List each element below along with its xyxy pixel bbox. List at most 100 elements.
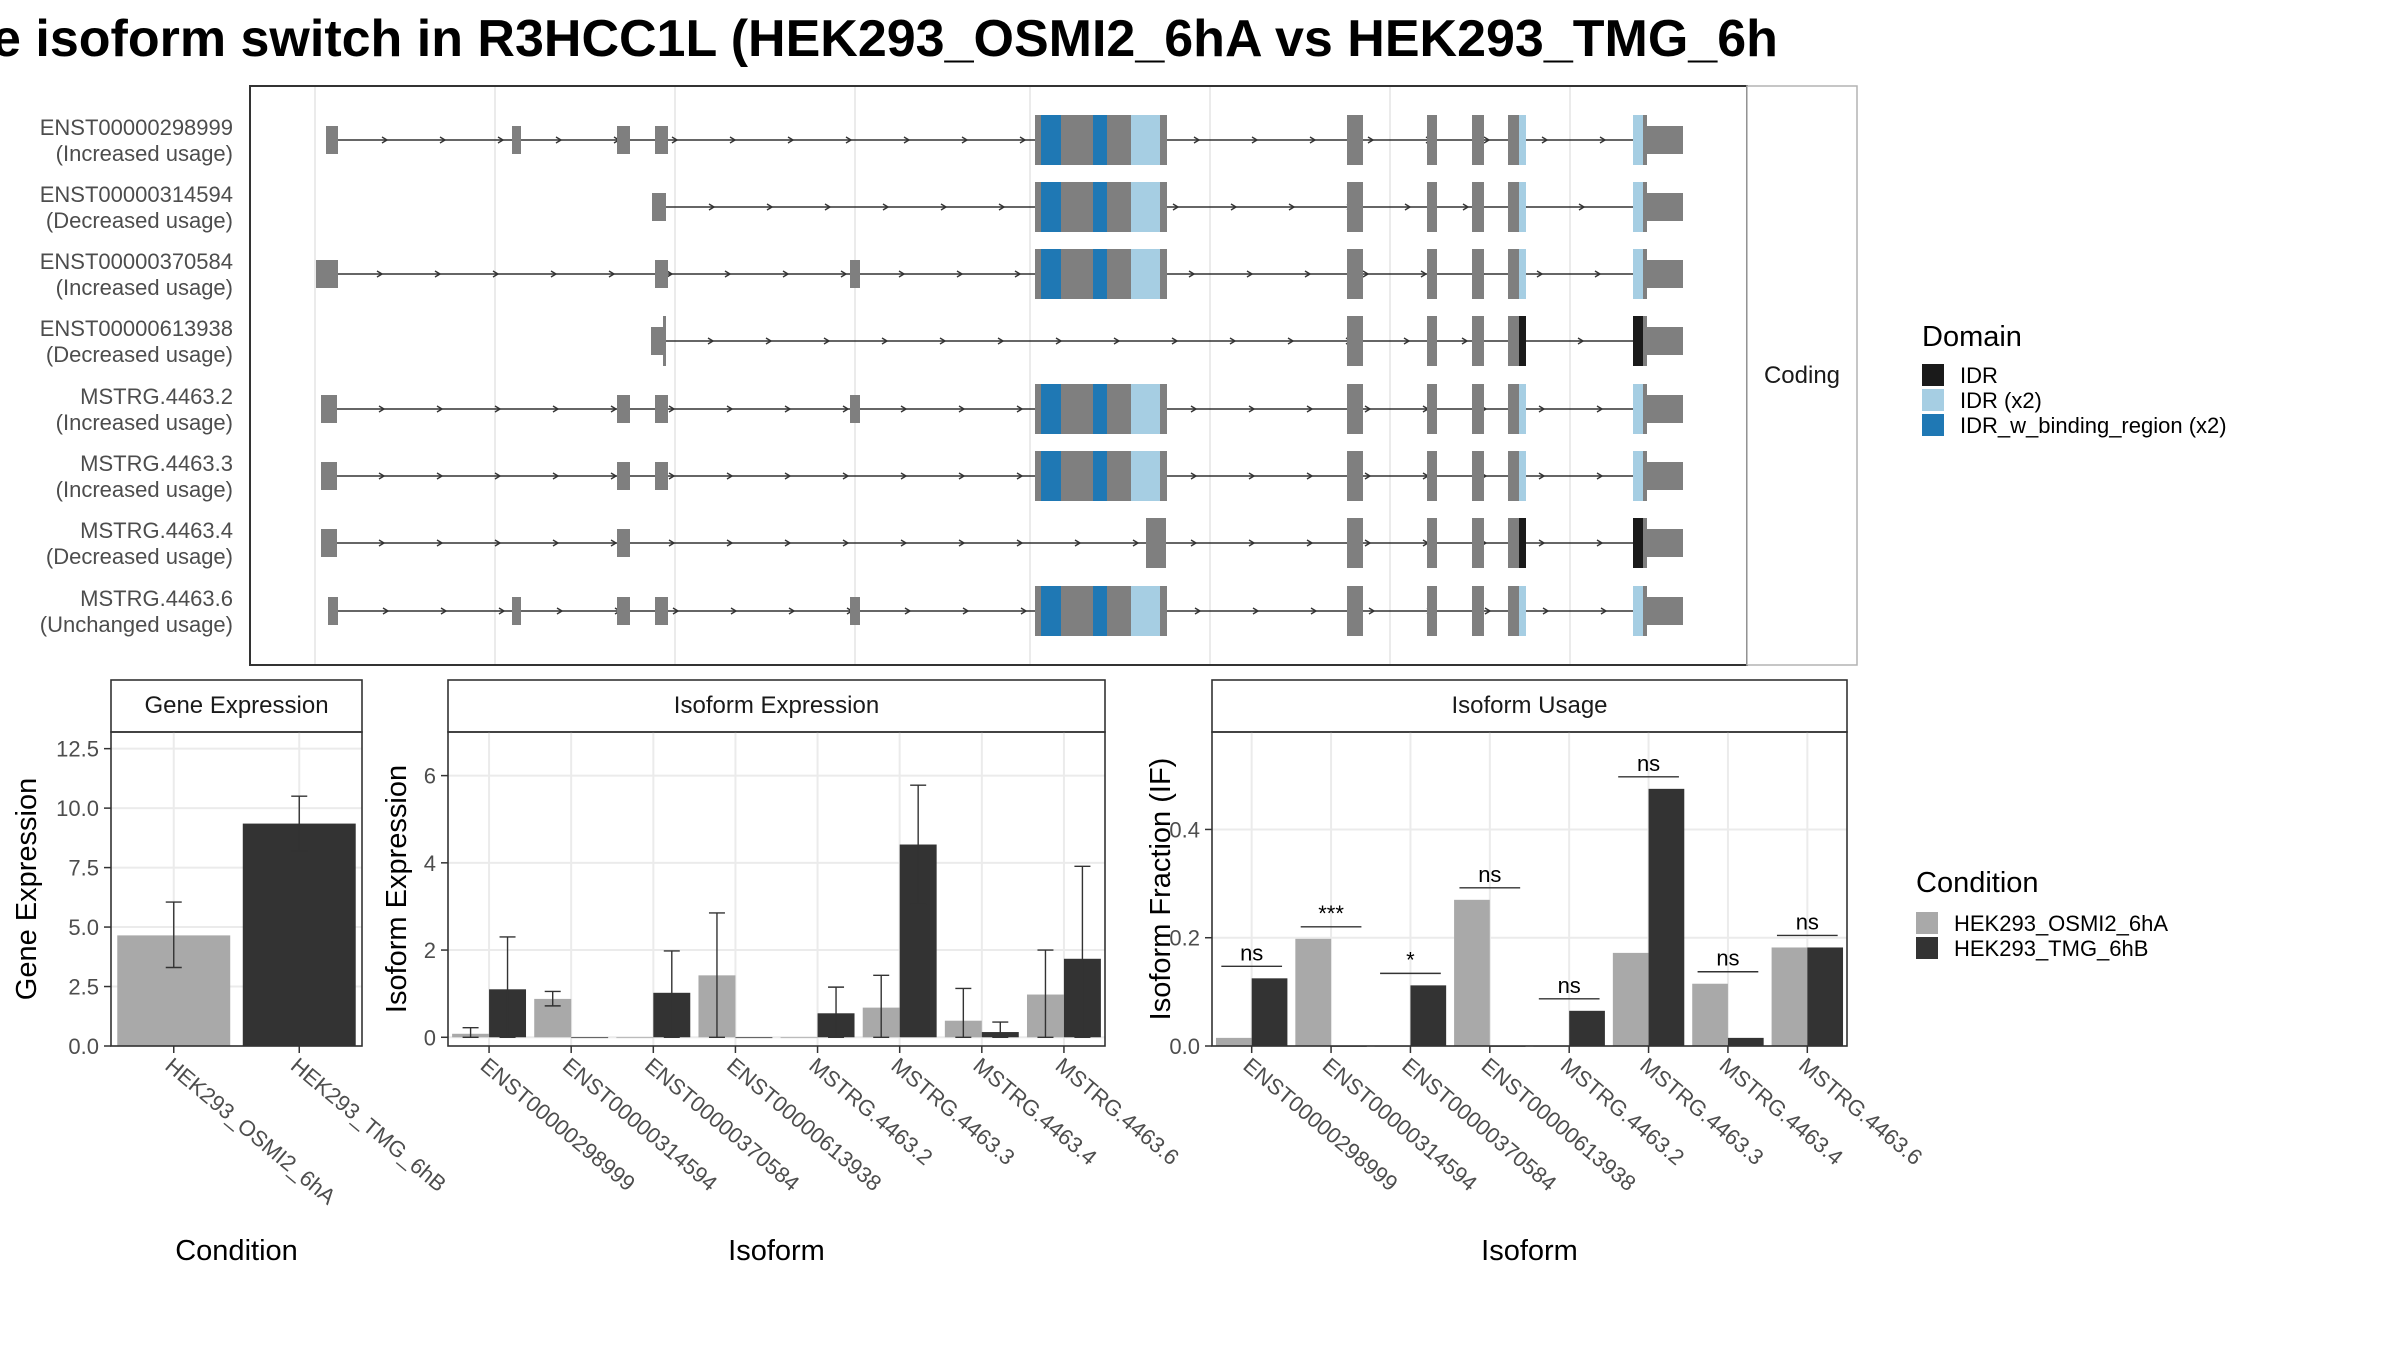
structure-background — [250, 86, 1747, 665]
exon — [1472, 115, 1484, 165]
bar — [780, 1037, 818, 1039]
intron-arrow — [1020, 607, 1028, 615]
exon — [1427, 249, 1437, 299]
intron-arrow — [962, 607, 970, 615]
intron-arrow — [998, 203, 1006, 211]
utr-exon — [326, 126, 338, 154]
significance-label: ns — [1796, 909, 1819, 934]
exon — [1643, 586, 1647, 636]
intron-arrow — [726, 472, 734, 480]
intron-arrow — [1538, 539, 1546, 547]
exon — [1160, 586, 1167, 636]
y-tick-label: 0 — [424, 1025, 436, 1050]
utr-exon — [321, 462, 337, 490]
exon — [1107, 586, 1131, 636]
y-tick-label: 0.2 — [1169, 926, 1200, 951]
strip-box — [1211, 679, 1848, 733]
intron-arrow — [939, 337, 947, 345]
intron-arrow — [724, 270, 732, 278]
intron-arrow — [1367, 136, 1375, 144]
domain-segment — [1093, 586, 1107, 636]
domain-segment — [1093, 451, 1107, 501]
domain-segment — [1131, 115, 1160, 165]
bar — [1692, 983, 1728, 1046]
condition-legend-label: HEK293_TMG_6hB — [1954, 936, 2148, 961]
intron-arrow — [730, 607, 738, 615]
x-axis-title: Isoform — [728, 1235, 825, 1267]
intron-arrow — [1596, 405, 1604, 413]
intron-arrow — [1288, 203, 1296, 211]
intron-arrow — [1190, 405, 1198, 413]
intron-arrow — [840, 270, 848, 278]
intron-arrow — [823, 337, 831, 345]
domain-legend-swatch — [1922, 364, 1944, 386]
exon — [1508, 316, 1513, 366]
exon — [1643, 115, 1647, 165]
intron-arrow — [842, 472, 850, 480]
intron-arrow — [1019, 136, 1027, 144]
bar — [1410, 985, 1447, 1046]
bar — [735, 1037, 773, 1039]
x-tick-label: ENST00000298999 — [1238, 1053, 1402, 1196]
utr-exon — [316, 260, 338, 288]
intron-arrow — [1172, 203, 1180, 211]
exon — [1508, 586, 1513, 636]
intron-arrow — [552, 472, 560, 480]
intron-arrow — [555, 136, 563, 144]
exon — [1035, 182, 1041, 232]
coding-strip — [1746, 85, 1858, 666]
strip-label: Isoform Usage — [1451, 692, 1607, 719]
domain-segment — [1093, 249, 1107, 299]
transcript-usage: (Increased usage) — [56, 410, 233, 435]
transcript-usage: (Increased usage) — [56, 477, 233, 502]
panel-border — [1211, 731, 1848, 1047]
exon — [1347, 586, 1363, 636]
domain-segment — [1131, 451, 1160, 501]
exon — [1508, 384, 1513, 434]
intron-arrow — [1577, 337, 1585, 345]
bar — [571, 1037, 609, 1039]
exon — [1508, 182, 1513, 232]
intron-arrow — [1364, 539, 1372, 547]
exon — [1347, 451, 1363, 501]
domain-segment — [1093, 182, 1107, 232]
intron-arrow — [1483, 136, 1491, 144]
transcript-id: ENST00000298999 — [40, 115, 233, 140]
transcript-row: MSTRG.4463.3(Increased usage) — [56, 451, 1683, 502]
intron-arrow — [961, 136, 969, 144]
y-axis-title: Gene Expression — [11, 778, 43, 1000]
utr-exon — [651, 327, 665, 355]
domain-segment — [1633, 518, 1643, 568]
intron-arrow — [782, 270, 790, 278]
bar — [1295, 938, 1332, 1046]
transcript-usage: (Unchanged usage) — [40, 612, 233, 637]
exon — [1508, 115, 1513, 165]
strip-label: Isoform Expression — [674, 692, 879, 719]
transcript-row: ENST00000314594(Decreased usage) — [40, 182, 1683, 233]
exon — [1061, 384, 1093, 434]
transcript-usage: (Increased usage) — [56, 275, 233, 300]
intron-arrow — [958, 472, 966, 480]
exon — [1472, 316, 1484, 366]
exon — [1472, 182, 1484, 232]
intron-arrow — [1362, 270, 1370, 278]
intron-arrow — [1229, 337, 1237, 345]
intron-arrow — [842, 405, 850, 413]
intron-arrow — [668, 539, 676, 547]
transcript-id: MSTRG.4463.2 — [80, 384, 233, 409]
domain-segment — [1519, 518, 1526, 568]
transcript-row: ENST00000298999(Increased usage) — [40, 115, 1683, 166]
significance-label: ns — [1558, 973, 1581, 998]
bar — [1612, 952, 1649, 1046]
intron-arrow — [1461, 337, 1469, 345]
bar — [1251, 978, 1288, 1046]
intron-arrow — [881, 337, 889, 345]
intron-arrow — [1306, 539, 1314, 547]
domain-segment — [1633, 316, 1643, 366]
intron-arrow — [1190, 472, 1198, 480]
transcript-usage: (Decreased usage) — [46, 208, 233, 233]
intron-arrow — [672, 607, 680, 615]
intron-arrow — [1188, 270, 1196, 278]
intron-arrow — [556, 607, 564, 615]
